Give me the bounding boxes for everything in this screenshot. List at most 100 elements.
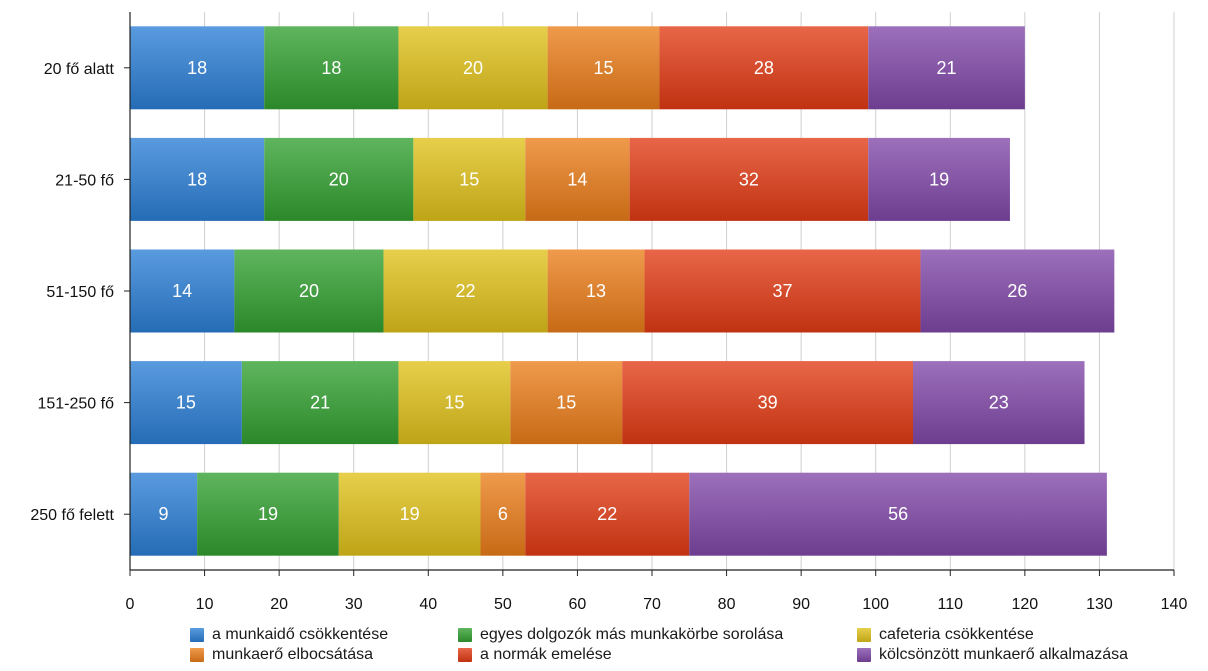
bar-segment [622, 361, 913, 445]
data-label: 22 [456, 281, 476, 301]
bar-segment [868, 26, 1025, 110]
data-label: 32 [739, 169, 759, 189]
legend-item: a normák emelése [458, 645, 612, 665]
bar-segment [480, 472, 526, 556]
bar-segment [689, 472, 1107, 556]
bar-segment [234, 249, 384, 333]
category-label: 20 fő alatt [44, 61, 115, 78]
data-label: 15 [444, 393, 464, 413]
x-tick-label: 80 [718, 596, 736, 613]
data-label: 18 [321, 58, 341, 78]
legend-label: a normák emelése [480, 646, 612, 663]
x-tick-label: 140 [1161, 596, 1188, 613]
x-tick-label: 0 [126, 596, 135, 613]
x-tick-label: 110 [938, 596, 964, 613]
legend-item: cafeteria csökkentése [857, 625, 1034, 645]
x-tick-label: 30 [345, 596, 363, 613]
x-tick-label: 130 [1086, 596, 1113, 613]
category-label: 250 fő felett [30, 507, 114, 524]
bar-segment [197, 472, 339, 556]
legend-label: munkaerő elbocsátása [212, 646, 373, 663]
legend-swatch [190, 648, 204, 662]
bar-segment [383, 249, 548, 333]
data-label: 37 [772, 281, 792, 301]
data-label: 15 [459, 169, 479, 189]
bar-segment [264, 26, 399, 110]
data-label: 14 [172, 281, 192, 301]
data-label: 28 [754, 58, 774, 78]
data-label: 19 [929, 169, 949, 189]
data-label: 26 [1007, 281, 1027, 301]
bar-segment [644, 249, 921, 333]
category-label: 151-250 fő [37, 396, 114, 413]
bar-segment [920, 249, 1115, 333]
data-label: 15 [594, 58, 614, 78]
stacked-bar-chart: 0 10 20 30 40 50 60 70 80 90 100 110 120 130 140 18 18 20… [30, 12, 1188, 613]
category-label: 21-50 fő [55, 172, 114, 189]
legend-swatch [857, 628, 871, 642]
legend-item: munkaerő elbocsátása [190, 645, 373, 665]
legend-label: cafeteria csökkentése [879, 626, 1034, 643]
data-label: 21 [310, 393, 330, 413]
legend-label: egyes dolgozók más munkakörbe sorolása [480, 626, 784, 643]
legend-item: kölcsönzött munkaerő alkalmazása [857, 645, 1128, 665]
data-label: 22 [597, 504, 617, 524]
data-label: 19 [400, 504, 420, 524]
x-tick-label: 120 [1012, 596, 1039, 613]
bar-segment [525, 137, 630, 221]
bar-segment [130, 472, 198, 556]
x-tick-label: 20 [270, 596, 288, 613]
x-tick-label: 10 [196, 596, 214, 613]
legend-swatch [857, 648, 871, 662]
legend-item: egyes dolgozók más munkakörbe sorolása [458, 625, 783, 645]
x-tick-label: 40 [419, 596, 437, 613]
bar-segment [338, 472, 481, 556]
data-label: 56 [888, 504, 908, 524]
data-label: 13 [586, 281, 606, 301]
legend-label: kölcsönzött munkaerő alkalmazása [879, 646, 1129, 663]
data-label: 20 [329, 169, 349, 189]
data-label: 6 [498, 504, 508, 524]
bar-segment [659, 26, 869, 110]
bar-segment [510, 361, 623, 445]
x-tick-label: 70 [643, 596, 661, 613]
bar-segment [398, 361, 511, 445]
data-label: 18 [187, 169, 207, 189]
legend-swatch [190, 628, 204, 642]
x-tick-label: 100 [862, 596, 889, 613]
bar-segment [629, 137, 869, 221]
x-tick-label: 90 [792, 596, 810, 613]
x-tick-label: 50 [494, 596, 512, 613]
data-label: 14 [567, 169, 587, 189]
bar-segment [241, 361, 399, 445]
bar-segment [525, 472, 690, 556]
bar-segment [130, 26, 265, 110]
bar-segment [413, 137, 526, 221]
bar-segment [130, 361, 242, 445]
x-tick-label: 60 [569, 596, 587, 613]
data-label: 23 [989, 393, 1009, 413]
data-label: 15 [176, 393, 196, 413]
bar-segment [130, 137, 265, 221]
data-label: 20 [299, 281, 319, 301]
legend-item: a munkaidő csökkentése [190, 625, 388, 645]
legend: a munkaidő csökkentése egyes dolgozók más… [190, 625, 1208, 669]
data-label: 20 [463, 58, 483, 78]
legend-swatch [458, 648, 472, 662]
bar-segment [130, 249, 235, 333]
data-label: 21 [937, 58, 957, 78]
data-label: 39 [758, 393, 778, 413]
legend-label: a munkaidő csökkentése [212, 626, 389, 643]
bar-segment [547, 249, 645, 333]
bar-segment [398, 26, 548, 110]
legend-swatch [458, 628, 472, 642]
bar-segment [868, 137, 1010, 221]
data-label: 18 [187, 58, 207, 78]
bar-segment [913, 361, 1085, 445]
data-label: 9 [159, 504, 169, 524]
data-label: 19 [258, 504, 278, 524]
bar-segment [264, 137, 414, 221]
bar-segment [547, 26, 660, 110]
data-label: 15 [556, 393, 576, 413]
category-label: 51-150 fő [46, 284, 114, 301]
